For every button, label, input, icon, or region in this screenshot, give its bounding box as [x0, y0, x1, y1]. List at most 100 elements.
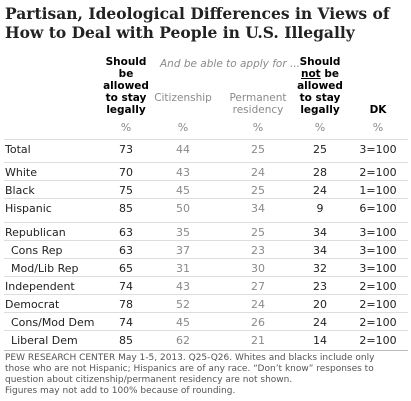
column-header: Should not be allowed to stay legally	[296, 56, 344, 116]
cell: 2=100	[359, 334, 397, 347]
cell: 85	[119, 334, 133, 347]
cell: 62	[176, 334, 190, 347]
footnote-line: those who are not Hispanic; Hispanics ar…	[5, 364, 374, 374]
cell: 24	[313, 184, 327, 197]
cell: 44	[176, 143, 190, 156]
cell: 26	[251, 316, 265, 329]
title-line: Partisan, Ideological Differences in Vie…	[5, 4, 390, 23]
header-text: Should be allowed to stay legally	[103, 56, 149, 116]
cell: 25	[251, 143, 265, 156]
cell: 31	[176, 262, 190, 275]
cell: 75	[119, 184, 133, 197]
cell: 1=100	[359, 184, 397, 197]
cell: 2=100	[359, 316, 397, 329]
row-rule	[4, 139, 408, 140]
title-line: How to Deal with People in U.S. Illegall…	[5, 23, 355, 42]
header-text: Should	[299, 56, 341, 68]
cell: 45	[176, 316, 190, 329]
unit: %	[252, 121, 264, 134]
row-label: Democrat	[5, 298, 60, 311]
header-text: be allowed to stay legally	[297, 68, 343, 116]
unit: %	[372, 121, 384, 134]
cell: 3=100	[359, 143, 397, 156]
cell: 78	[119, 298, 133, 311]
cell: 14	[313, 334, 327, 347]
cell: 20	[313, 298, 327, 311]
cell: 25	[251, 184, 265, 197]
cell: 34	[313, 226, 327, 239]
column-header: Should be allowed to stay legally	[102, 56, 150, 116]
row-label: Cons/Mod Dem	[11, 316, 95, 329]
column-header: Permanent residency	[226, 92, 290, 116]
cell: 3=100	[359, 226, 397, 239]
cell: 9	[316, 202, 324, 215]
cell: 25	[313, 143, 327, 156]
footnote-line: PEW RESEARCH CENTER May 1-5, 2013. Q25-Q…	[5, 353, 375, 363]
header-text: DK	[369, 104, 387, 116]
subheading: And be able to apply for ...	[160, 58, 301, 70]
cell: 6=100	[359, 202, 397, 215]
cell: 63	[119, 226, 133, 239]
cell: 74	[119, 316, 133, 329]
row-rule	[4, 180, 408, 181]
cell: 43	[176, 280, 190, 293]
cell: 52	[176, 298, 190, 311]
row-rule	[4, 240, 408, 241]
row-rule	[4, 330, 408, 331]
cell: 24	[251, 166, 265, 179]
cell: 23	[313, 280, 327, 293]
cell: 24	[313, 316, 327, 329]
row-label: Liberal Dem	[11, 334, 78, 347]
unit: %	[120, 121, 132, 134]
header-text: not	[300, 68, 321, 80]
column-header: DK	[358, 104, 398, 116]
cell: 74	[119, 280, 133, 293]
cell: 32	[313, 262, 327, 275]
cell: 3=100	[359, 244, 397, 257]
cell: 23	[251, 244, 265, 257]
cell: 43	[176, 166, 190, 179]
header-text: Permanent residency	[229, 92, 287, 116]
row-rule	[4, 294, 408, 295]
cell: 50	[176, 202, 190, 215]
cell: 35	[176, 226, 190, 239]
row-rule	[4, 198, 408, 199]
row-label: Black	[5, 184, 35, 197]
row-rule	[4, 350, 408, 351]
cell: 34	[313, 244, 327, 257]
cell: 2=100	[359, 166, 397, 179]
row-label: Hispanic	[5, 202, 52, 215]
cell: 28	[313, 166, 327, 179]
cell: 45	[176, 184, 190, 197]
cell: 63	[119, 244, 133, 257]
cell: 70	[119, 166, 133, 179]
cell: 27	[251, 280, 265, 293]
row-label: Mod/Lib Rep	[11, 262, 79, 275]
cell: 34	[251, 202, 265, 215]
cell: 24	[251, 298, 265, 311]
cell: 65	[119, 262, 133, 275]
cell: 85	[119, 202, 133, 215]
header-text: Citizenship	[154, 92, 212, 104]
row-label: Independent	[5, 280, 75, 293]
cell: 30	[251, 262, 265, 275]
row-label: Cons Rep	[11, 244, 63, 257]
row-rule	[4, 276, 408, 277]
cell: 73	[119, 143, 133, 156]
column-header: Citizenship	[148, 92, 218, 104]
cell: 2=100	[359, 280, 397, 293]
unit: %	[314, 121, 326, 134]
cell: 37	[176, 244, 190, 257]
footnote-line: question about citizenship/permanent res…	[5, 375, 293, 385]
cell: 25	[251, 226, 265, 239]
cell: 21	[251, 334, 265, 347]
row-rule	[4, 312, 408, 313]
row-rule	[4, 162, 408, 163]
unit: %	[177, 121, 189, 134]
row-rule	[4, 258, 408, 259]
row-label: Total	[5, 143, 31, 156]
cell: 2=100	[359, 298, 397, 311]
row-label: Republican	[5, 226, 66, 239]
cell: 3=100	[359, 262, 397, 275]
